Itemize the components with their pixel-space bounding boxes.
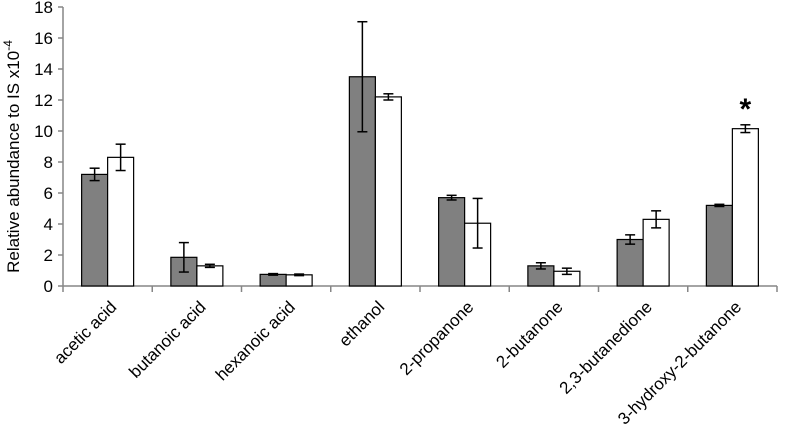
error-bar: [740, 124, 751, 134]
category-label: 2-propanone: [396, 297, 478, 379]
significance-marker: *: [740, 93, 752, 126]
bar-series-1: [81, 173, 109, 287]
error-bar: [561, 267, 572, 276]
category-labels: acetic acid butanoic acid hexanoic acid eth…: [50, 297, 745, 428]
error-bar: [714, 203, 725, 208]
error-bar: [651, 210, 662, 229]
category-label: butanoic acid: [125, 297, 209, 381]
bar-series-1: [438, 197, 466, 287]
y-ticks: 0 2 4 6 8 10 12 14 16 18: [34, 0, 63, 296]
y-tick-label: 12: [34, 91, 53, 110]
error-bar: [268, 272, 279, 276]
y-tick-label: 8: [44, 153, 53, 172]
y-axis-title-exponent: -4: [1, 40, 15, 51]
bar-series-1: [705, 204, 733, 287]
y-tick-label: 4: [44, 215, 53, 234]
category-label: 2-butanone: [492, 297, 566, 371]
y-axis-title: Relative abundance to IS x10-4: [1, 40, 23, 273]
error-bar: [115, 143, 126, 172]
y-tick-label: 14: [34, 60, 53, 79]
error-bar: [89, 167, 100, 182]
bar-series-2: [374, 96, 402, 287]
category-label: ethanol: [335, 297, 388, 350]
y-tick-label: 16: [34, 29, 53, 48]
error-bar: [204, 263, 215, 269]
y-tick-label: 10: [34, 122, 53, 141]
category-label: 2,3-butanedione: [556, 297, 656, 397]
error-bar: [535, 262, 546, 270]
y-tick-label: 2: [44, 246, 53, 265]
bar-series-2: [285, 274, 313, 287]
error-bar: [357, 20, 368, 133]
error-bar: [446, 194, 457, 201]
y-tick-label: 0: [44, 277, 53, 296]
bar-series-1: [259, 273, 287, 287]
error-bar: [625, 234, 636, 245]
y-axis-title-text: Relative abundance to IS x10: [4, 51, 23, 273]
bar-series-2: [731, 128, 759, 287]
error-bar: [294, 273, 305, 277]
error-bar: [383, 93, 394, 101]
bar-series-1: [616, 238, 644, 287]
error-bar: [472, 197, 483, 249]
category-label: acetic acid: [50, 297, 120, 367]
bar-series-2: [196, 265, 224, 287]
y-tick-label: 6: [44, 184, 53, 203]
error-bar: [178, 241, 189, 273]
category-label: hexanoic acid: [212, 297, 299, 384]
y-tick-label: 18: [34, 0, 53, 17]
bar-series-2: [642, 218, 670, 287]
annotations: *: [740, 93, 752, 126]
axes: [62, 7, 777, 287]
bars: [62, 20, 778, 292]
bar-series-2: [107, 156, 135, 287]
